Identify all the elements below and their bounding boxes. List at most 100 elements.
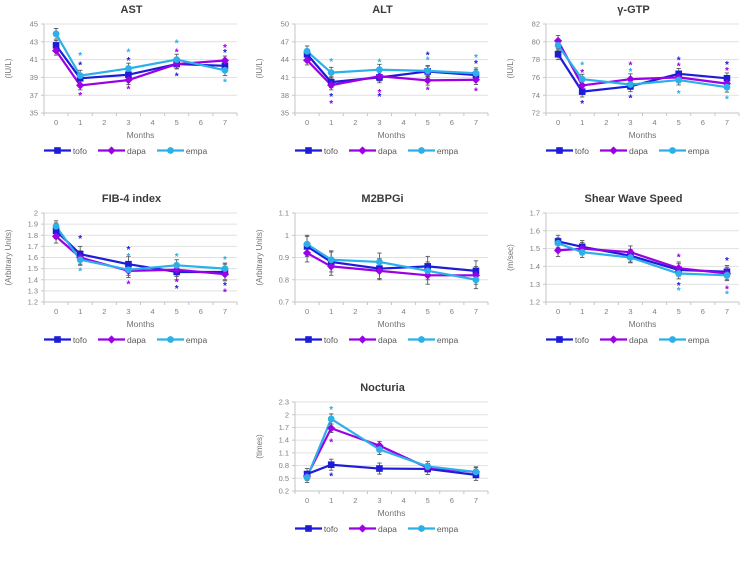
svg-text:1.9: 1.9 xyxy=(28,220,38,229)
svg-text:0: 0 xyxy=(54,118,58,127)
dapa-marker-icon xyxy=(349,524,376,533)
svg-text:1.2: 1.2 xyxy=(530,298,540,307)
svg-text:1.8: 1.8 xyxy=(28,231,38,240)
svg-text:*: * xyxy=(223,281,227,292)
chart-title: Shear Wave Speed xyxy=(584,193,683,205)
svg-text:1: 1 xyxy=(78,118,82,127)
svg-text:4: 4 xyxy=(401,496,405,505)
svg-text:4: 4 xyxy=(652,307,656,316)
svg-text:6: 6 xyxy=(199,118,203,127)
svg-text:*: * xyxy=(580,68,584,79)
svg-text:(times): (times) xyxy=(255,434,264,459)
svg-text:82: 82 xyxy=(532,20,540,29)
svg-text:35: 35 xyxy=(281,109,289,118)
legend-label-empa: empa xyxy=(185,145,208,156)
legend-item-empa: empa xyxy=(658,145,709,156)
svg-text:(IU/L): (IU/L) xyxy=(4,58,13,78)
svg-text:Months: Months xyxy=(629,319,657,329)
chart-fib4: FIB-4 index 1.2 1.3 1.4 1.5 1.6 1.7 1.8 1.9 2 0 1 2… xyxy=(0,189,251,378)
svg-text:41: 41 xyxy=(30,55,38,64)
chart-sws: Shear Wave Speed 1.2 1.3 1.4 1.5 1.6 1.7 0 1 2 3 4… xyxy=(502,189,753,378)
legend-item-tofo: tofo xyxy=(43,145,87,156)
fib4-legend: tofo dapa empa xyxy=(43,334,208,345)
svg-text:2.3: 2.3 xyxy=(279,398,289,407)
legend-label-dapa: dapa xyxy=(629,334,648,345)
legend-label-empa: empa xyxy=(436,334,459,345)
svg-text:0.7: 0.7 xyxy=(279,298,289,307)
svg-text:2: 2 xyxy=(604,307,608,316)
svg-text:44: 44 xyxy=(281,55,289,64)
svg-text:(IU/L): (IU/L) xyxy=(506,58,515,78)
empa-marker-icon xyxy=(407,336,435,343)
svg-text:1.5: 1.5 xyxy=(28,264,38,273)
svg-text:0.8: 0.8 xyxy=(279,461,289,470)
ast-legend: tofo dapa empa xyxy=(43,145,208,156)
chart-title: Nocturia xyxy=(360,382,405,394)
tofo-marker-icon xyxy=(43,336,71,343)
tofo-marker-icon xyxy=(294,336,322,343)
svg-text:43: 43 xyxy=(30,37,38,46)
svg-text:5: 5 xyxy=(426,496,430,505)
legend-item-dapa: dapa xyxy=(600,334,648,345)
svg-text:*: * xyxy=(126,252,130,263)
sws-legend: tofo dapa empa xyxy=(545,334,709,345)
chart-title: FIB-4 index xyxy=(101,193,162,205)
svg-text:Months: Months xyxy=(127,319,155,329)
svg-text:2: 2 xyxy=(102,307,106,316)
svg-text:6: 6 xyxy=(450,307,454,316)
legend-label-dapa: dapa xyxy=(629,145,648,156)
dapa-marker-icon xyxy=(600,146,627,155)
legend-item-empa: empa xyxy=(407,334,459,345)
svg-text:4: 4 xyxy=(652,118,656,127)
svg-text:*: * xyxy=(78,266,82,277)
svg-text:78: 78 xyxy=(532,55,540,64)
svg-text:Months: Months xyxy=(378,319,406,329)
svg-text:5: 5 xyxy=(677,118,681,127)
svg-text:0.5: 0.5 xyxy=(279,474,289,483)
svg-text:*: * xyxy=(329,99,333,110)
svg-text:1.5: 1.5 xyxy=(530,244,540,253)
svg-text:*: * xyxy=(677,55,681,66)
legend-label-tofo: tofo xyxy=(323,334,338,345)
chart-row-1: AST 35 37 39 41 43 45 0 1 2 3 4 5 6 7 (IU/L) Months * * * *… xyxy=(0,0,753,189)
svg-text:6: 6 xyxy=(450,496,454,505)
tofo-marker-icon xyxy=(294,525,322,532)
svg-text:6: 6 xyxy=(701,118,705,127)
svg-text:*: * xyxy=(175,277,179,288)
legend-item-tofo: tofo xyxy=(545,145,589,156)
empa-marker-icon xyxy=(407,525,435,532)
svg-text:*: * xyxy=(628,67,632,78)
svg-text:3: 3 xyxy=(628,307,632,316)
fib4-plot: 1.2 1.3 1.4 1.5 1.6 1.7 1.8 1.9 2 0 1 2 3 4 5 6 7 (Arbitr… xyxy=(4,209,238,329)
svg-text:1.7: 1.7 xyxy=(28,242,38,251)
svg-text:*: * xyxy=(175,71,179,82)
svg-text:*: * xyxy=(580,99,584,110)
alt-legend: tofo dapa empa xyxy=(294,145,458,156)
svg-text:*: * xyxy=(78,61,82,72)
svg-text:7: 7 xyxy=(474,496,478,505)
svg-text:47: 47 xyxy=(281,37,289,46)
svg-text:*: * xyxy=(725,66,729,77)
empa-marker-icon xyxy=(658,336,686,343)
svg-text:(m/sec): (m/sec) xyxy=(506,244,515,271)
svg-text:72: 72 xyxy=(532,109,540,118)
empa-marker-icon xyxy=(407,147,435,154)
svg-text:7: 7 xyxy=(223,118,227,127)
svg-text:2: 2 xyxy=(34,209,38,218)
svg-text:1.1: 1.1 xyxy=(279,209,289,218)
svg-text:2: 2 xyxy=(353,307,357,316)
svg-text:1: 1 xyxy=(78,307,82,316)
svg-text:0: 0 xyxy=(305,307,309,316)
svg-text:1: 1 xyxy=(580,118,584,127)
svg-text:*: * xyxy=(329,438,333,449)
svg-text:(Arbitrary Units): (Arbitrary Units) xyxy=(4,229,13,285)
chart-title: ALT xyxy=(372,4,393,16)
legend-label-empa: empa xyxy=(185,334,208,345)
svg-text:*: * xyxy=(580,61,584,72)
svg-text:*: * xyxy=(628,61,632,72)
legend-item-empa: empa xyxy=(658,334,709,345)
dapa-marker-icon xyxy=(98,146,125,155)
